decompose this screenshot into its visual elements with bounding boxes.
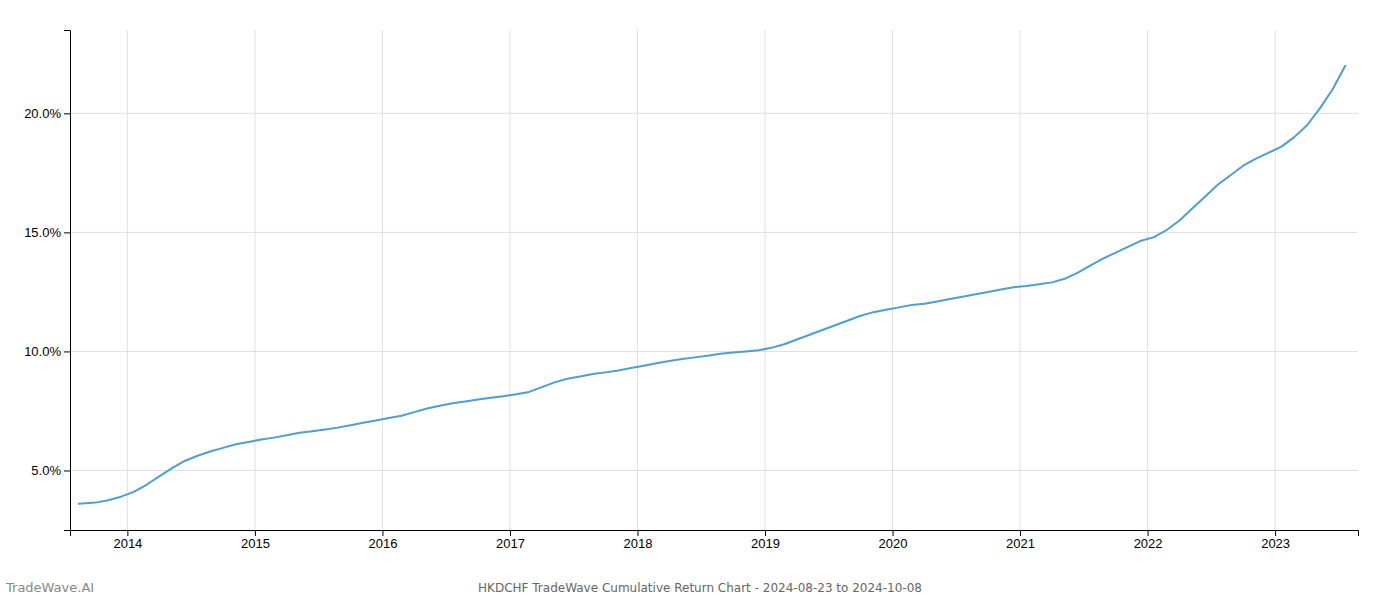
x-tick-label: 2019	[751, 536, 780, 551]
y-axis-line	[64, 31, 71, 531]
grid-line	[892, 30, 893, 530]
grid-line	[765, 30, 766, 530]
x-tick: 2017	[496, 530, 525, 551]
x-tick-mark	[765, 530, 766, 536]
x-tick-mark	[637, 530, 638, 536]
watermark: TradeWave.AI	[5, 580, 94, 595]
x-tick: 2016	[368, 530, 397, 551]
y-tick-mark	[64, 470, 70, 471]
x-tick: 2023	[1261, 530, 1290, 551]
x-tick: 2014	[113, 530, 142, 551]
x-tick-mark	[1148, 530, 1149, 536]
x-tick: 2020	[879, 530, 908, 551]
grid-line	[509, 30, 510, 530]
x-tick-mark	[1020, 530, 1021, 536]
x-tick-label: 2017	[496, 536, 525, 551]
y-axis: 5.0% 10.0% 15.0% 20.0%	[24, 31, 70, 531]
grid-line	[70, 470, 1358, 471]
grid-line	[1275, 30, 1276, 530]
grid-line	[382, 30, 383, 530]
line	[79, 66, 1345, 504]
grid-line	[70, 113, 1358, 114]
y-tick-mark	[64, 232, 70, 233]
x-tick-label: 2015	[241, 536, 270, 551]
y-tick: 5.0%	[31, 463, 70, 478]
x-tick-label: 2016	[368, 536, 397, 551]
x-tick-label: 2018	[624, 536, 653, 551]
x-tick-label: 2023	[1261, 536, 1290, 551]
y-tick: 15.0%	[24, 225, 70, 240]
y-tick: 20.0%	[24, 106, 70, 121]
grid-line	[1020, 30, 1021, 530]
grid-line	[254, 30, 255, 530]
y-tick: 10.0%	[24, 344, 70, 359]
plot: 2014 2015 2016 2017 2018 2019 2020 2021 2022 2023…	[24, 30, 1358, 551]
x-tick-label: 2014	[113, 536, 142, 551]
x-tick-mark	[382, 530, 383, 536]
grid-line	[70, 351, 1358, 352]
grid-line	[127, 30, 128, 530]
y-tick-mark	[64, 351, 70, 352]
x-tick: 2018	[624, 530, 653, 551]
x-tick-label: 2022	[1134, 536, 1163, 551]
x-tick: 2015	[241, 530, 270, 551]
x-tick-mark	[255, 530, 256, 536]
x-tick: 2021	[1006, 530, 1035, 551]
x-axis-line	[71, 531, 1359, 537]
x-tick: 2019	[751, 530, 780, 551]
y-tick-mark	[64, 113, 70, 114]
y-tick-label: 5.0%	[31, 463, 61, 478]
x-tick: 2022	[1134, 530, 1163, 551]
grid	[70, 30, 1358, 530]
x-tick-label: 2021	[1006, 536, 1035, 551]
x-tick-mark	[510, 530, 511, 536]
x-axis: 2014 2015 2016 2017 2018 2019 2020 2021 2022 2023	[71, 530, 1359, 551]
y-tick-label: 15.0%	[24, 225, 61, 240]
y-tick-label: 20.0%	[24, 106, 61, 121]
title: HKDCHF TradeWave Cumulative Return Chart…	[478, 581, 922, 595]
grid-line	[637, 30, 638, 530]
marks	[79, 66, 1345, 504]
grid-line	[1147, 30, 1148, 530]
x-tick-mark	[1275, 530, 1276, 536]
x-tick-mark	[893, 530, 894, 536]
y-tick-label: 10.0%	[24, 344, 61, 359]
x-tick-mark	[127, 530, 128, 536]
x-tick-label: 2020	[879, 536, 908, 551]
chart: 2014 2015 2016 2017 2018 2019 2020 2021 2022 2023…	[0, 0, 1400, 600]
